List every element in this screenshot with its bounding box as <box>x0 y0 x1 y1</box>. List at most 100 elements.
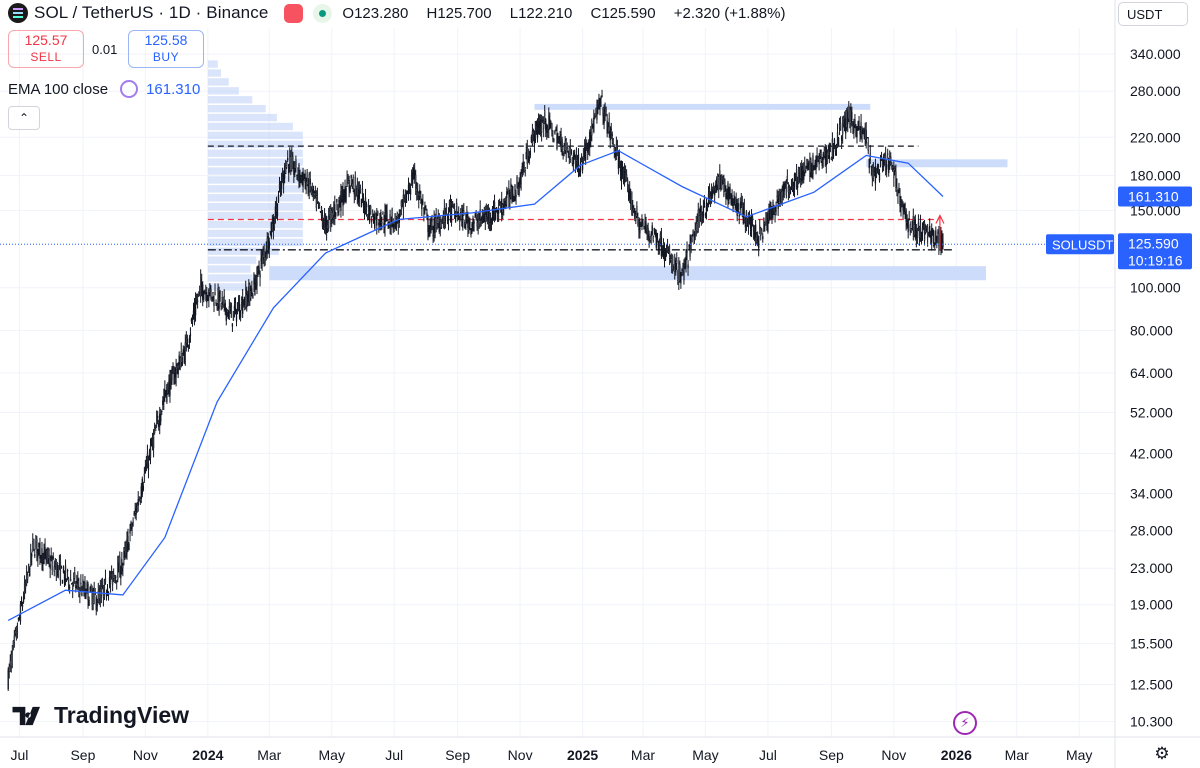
candle-body <box>211 296 213 301</box>
candle-body <box>197 291 200 295</box>
candle-body <box>356 184 358 196</box>
candle-body <box>274 206 277 218</box>
candle-body <box>736 202 738 216</box>
candle-body <box>311 186 313 190</box>
collapse-legend-button[interactable]: ⌃ <box>8 106 40 130</box>
candle-body <box>223 295 225 304</box>
ema-settings-icon[interactable] <box>120 80 139 98</box>
candle-body <box>7 669 9 690</box>
candle-body <box>759 225 761 228</box>
candle-body <box>345 188 347 202</box>
ohlc-readout: O123.280 H125.700 L122.210 C125.590 +2.3… <box>342 5 792 22</box>
candle-body <box>673 264 675 267</box>
candle-body <box>97 590 99 604</box>
candle-body <box>412 167 415 179</box>
candle-body <box>385 210 387 217</box>
buy-button[interactable]: 125.58 BUY <box>128 30 204 68</box>
candle-body <box>347 180 349 184</box>
candle-body <box>646 227 648 233</box>
candle-body <box>308 174 310 191</box>
volume-profile-bar <box>207 131 303 140</box>
candle-body <box>69 578 72 582</box>
candle-body <box>690 235 692 249</box>
candle-body <box>695 223 697 232</box>
candle-body <box>853 121 855 133</box>
candle-body <box>801 165 803 182</box>
settings-gear-icon[interactable]: ⚙ <box>1154 744 1170 763</box>
volume-profile-bar <box>207 238 303 247</box>
candle-body <box>212 291 214 294</box>
candle-body <box>388 223 390 228</box>
candle-body <box>167 384 169 394</box>
sell-button[interactable]: 125.57 SELL <box>8 30 84 68</box>
candle-body <box>524 167 526 171</box>
candle-body <box>873 172 876 175</box>
candle-body <box>155 419 158 426</box>
candle-body <box>43 551 45 565</box>
candle-body <box>404 189 407 203</box>
candle-body <box>171 368 173 381</box>
candle-body <box>59 561 62 581</box>
candle-body <box>265 249 267 255</box>
candle-body <box>230 305 233 318</box>
candle-body <box>783 183 785 192</box>
candle-body <box>820 149 822 162</box>
candle-body <box>216 304 218 307</box>
candle-body <box>915 229 918 239</box>
candle-body <box>221 297 223 302</box>
candle-body <box>329 212 331 215</box>
candle-body <box>429 225 431 232</box>
candle-body <box>658 245 661 250</box>
candle-body <box>309 178 311 185</box>
candle-body <box>825 146 827 166</box>
candle-body <box>398 213 400 223</box>
market-closed-icon <box>284 3 304 23</box>
candle-body <box>168 379 170 390</box>
close-value: 125.590 <box>601 4 656 22</box>
candle-body <box>159 413 161 427</box>
candle-body <box>754 224 757 237</box>
candle-body <box>148 450 151 456</box>
lightning-icon[interactable]: ⚡ <box>953 711 977 735</box>
candle-body <box>89 587 91 591</box>
candle-body <box>723 183 725 196</box>
symbol-title[interactable]: SOL / TetherUS · 1D · Binance <box>34 3 269 22</box>
candle-body <box>786 176 789 184</box>
candle-body <box>686 250 688 253</box>
candle-body <box>67 578 70 586</box>
candle-body <box>56 564 58 576</box>
candle-body <box>838 124 841 129</box>
candle-body <box>706 205 709 209</box>
candle-body <box>617 156 620 169</box>
candle-body <box>800 166 802 179</box>
candle-body <box>625 174 628 182</box>
candle-body <box>391 208 393 224</box>
candle-body <box>165 390 167 396</box>
candle-body <box>116 580 118 582</box>
candle-body <box>899 195 901 206</box>
candle-body <box>850 109 852 124</box>
candle-body <box>141 478 143 495</box>
candle-body <box>494 212 497 220</box>
candle-body <box>516 176 518 189</box>
high-value: 125.700 <box>437 4 492 22</box>
x-tick-label: Mar <box>631 747 655 763</box>
candle-body <box>293 167 295 175</box>
candle-body <box>401 201 404 205</box>
candle-body <box>11 651 13 665</box>
candle-body <box>579 162 582 172</box>
ema-legend[interactable]: EMA 100 close 161.310 <box>8 80 200 98</box>
candle-body <box>857 126 859 131</box>
candle-body <box>123 551 125 558</box>
candle-body <box>314 191 317 194</box>
candle-body <box>220 303 222 307</box>
candle-body <box>200 277 202 297</box>
candle-body <box>722 175 724 178</box>
candle-body <box>507 190 509 195</box>
candle-body <box>321 214 324 228</box>
candle-body <box>237 302 240 312</box>
candle-body <box>400 200 403 207</box>
currency-selector[interactable]: USDT <box>1118 2 1188 26</box>
candle-body <box>375 214 377 219</box>
